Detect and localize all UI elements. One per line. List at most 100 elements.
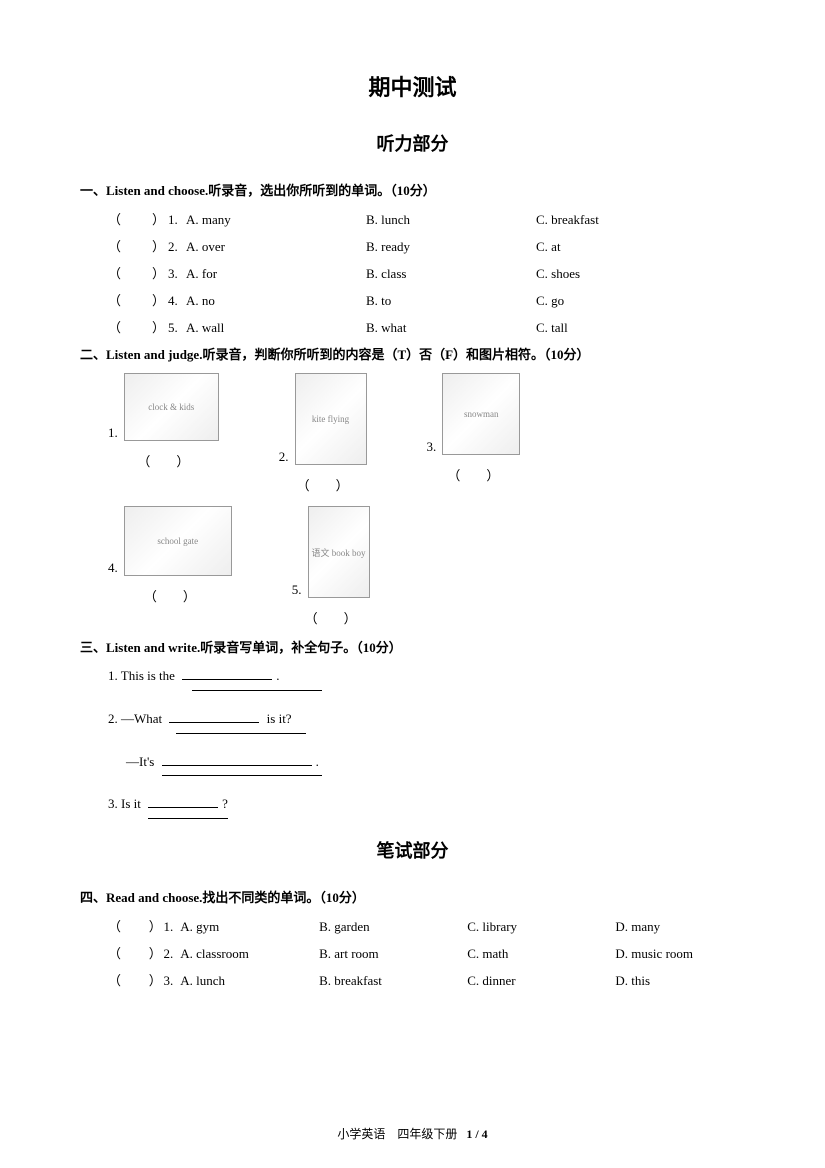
blank[interactable] xyxy=(169,709,259,723)
option-b: B. art room xyxy=(319,946,467,962)
option-a: A. for xyxy=(186,266,366,282)
paren-open: （ xyxy=(108,943,123,962)
section3-q3: 3. Is it ? xyxy=(108,794,745,819)
option-a: A. no xyxy=(186,293,366,309)
question-number: 3. xyxy=(164,973,181,989)
option-d: D. music room xyxy=(615,946,745,962)
illustration-placeholder: school gate xyxy=(124,506,232,576)
paren-close: ） xyxy=(152,263,168,282)
image-question: 5. 语文 book boy （ ） xyxy=(292,506,370,627)
choice-row: （ ）5.A. wallB. whatC. tall xyxy=(108,317,745,336)
option-a: A. lunch xyxy=(180,973,319,989)
option-c: C. math xyxy=(467,946,615,962)
option-a: A. wall xyxy=(186,320,366,336)
option-c: C. breakfast xyxy=(536,212,706,228)
choice-row: （）1.A. gymB. gardenC. libraryD. many xyxy=(108,916,745,935)
section4-block: （）1.A. gymB. gardenC. libraryD. many（）2.… xyxy=(108,916,745,989)
section2-row1: 1. clock & kids （ ） 2. kite flying （ ） 3. snowm… xyxy=(108,373,745,494)
q2b-pre: —It's xyxy=(126,754,158,769)
illustration-placeholder: snowman xyxy=(442,373,520,455)
option-b: B. ready xyxy=(366,239,536,255)
option-d: D. this xyxy=(615,973,745,989)
question-number: 1. xyxy=(164,919,181,935)
choice-row: （ ）2.A. overB. readyC. at xyxy=(108,236,745,255)
paren-close: ） xyxy=(152,290,168,309)
paren-close: ） xyxy=(152,209,168,228)
q2-post: is it? xyxy=(263,711,291,726)
q2b-post: . xyxy=(316,754,319,769)
paren-open: （ xyxy=(108,317,124,336)
choice-row: （）4.A. noB. toC. go xyxy=(108,290,745,309)
question-number: 2. xyxy=(279,449,289,465)
paren-open: （ xyxy=(108,236,124,255)
answer-paren[interactable]: （ ） xyxy=(447,465,499,484)
option-c: C. shoes xyxy=(536,266,706,282)
option-c: C. at xyxy=(536,239,706,255)
section3-q2: 2. —What is it? xyxy=(108,709,745,734)
option-c: C. go xyxy=(536,293,706,309)
question-number: 2. xyxy=(164,946,181,962)
paren-close: ） xyxy=(152,236,168,255)
answer-paren[interactable]: （ ） xyxy=(297,475,349,494)
blank-underline xyxy=(148,813,228,819)
main-title: 期中测试 xyxy=(80,70,745,102)
option-c: C. tall xyxy=(536,320,706,336)
question-number: 4. xyxy=(108,560,118,576)
page-footer: 小学英语 四年级下册 1 / 4 xyxy=(0,1125,825,1142)
image-question: 2. kite flying （ ） xyxy=(279,373,367,494)
choice-row: （ ）2.A. classroomB. art roomC. mathD. mus… xyxy=(108,943,745,962)
option-d: D. many xyxy=(615,919,745,935)
blank[interactable] xyxy=(182,666,272,680)
q1-pre: 1. This is the xyxy=(108,668,178,683)
answer-paren[interactable]: （ ） xyxy=(137,451,189,470)
section1-heading: 一、Listen and choose.听录音，选出你所听到的单词。（10分） xyxy=(80,180,745,199)
paren-close: ） xyxy=(149,943,164,962)
image-question: 3. snowman （ ） xyxy=(427,373,521,494)
option-b: B. what xyxy=(366,320,536,336)
option-b: B. lunch xyxy=(366,212,536,228)
section3-heading: 三、Listen and write.听录音写单词，补全句子。（10分） xyxy=(80,637,745,656)
paren-close: ） xyxy=(152,317,168,336)
listening-section-title: 听力部分 xyxy=(80,130,745,156)
choice-row: （）3.A. lunchB. breakfastC. dinnerD. this xyxy=(108,970,745,989)
section3-q1: 1. This is the . xyxy=(108,666,745,691)
question-number: 2. xyxy=(168,239,186,255)
question-number: 3. xyxy=(427,439,437,455)
option-a: A. classroom xyxy=(180,946,319,962)
paren-close: ） xyxy=(149,916,164,935)
blank[interactable] xyxy=(148,794,218,808)
question-number: 4. xyxy=(168,293,186,309)
blank[interactable] xyxy=(162,752,312,766)
question-number: 1. xyxy=(168,212,186,228)
footer-text: 小学英语 四年级下册 xyxy=(337,1127,457,1141)
section2-row2: 4.school gate（ ）5.语文 book boy（ ） xyxy=(108,506,745,627)
answer-paren[interactable]: （ ） xyxy=(305,608,357,627)
illustration-placeholder: kite flying xyxy=(295,373,367,465)
question-number: 5. xyxy=(292,582,302,598)
choice-row: （）1.A. manyB. lunchC. breakfast xyxy=(108,209,745,228)
paren-open: （ xyxy=(108,970,123,989)
option-c: C. library xyxy=(467,919,615,935)
section2-heading: 二、Listen and judge.听录音，判断你所听到的内容是（T）否（F）… xyxy=(80,344,745,363)
option-b: B. garden xyxy=(319,919,467,935)
option-a: A. many xyxy=(186,212,366,228)
question-number: 5. xyxy=(168,320,186,336)
blank-underline xyxy=(162,770,322,776)
option-b: B. class xyxy=(366,266,536,282)
footer-page: 1 / 4 xyxy=(466,1127,487,1141)
answer-paren[interactable]: （ ） xyxy=(144,586,196,605)
option-a: A. over xyxy=(186,239,366,255)
option-c: C. dinner xyxy=(467,973,615,989)
q1-post: . xyxy=(276,668,279,683)
blank-underline xyxy=(192,685,322,691)
option-b: B. breakfast xyxy=(319,973,467,989)
choice-row: （）3.A. forB. classC. shoes xyxy=(108,263,745,282)
section3-q2b: —It's . xyxy=(126,752,745,777)
question-number: 3. xyxy=(168,266,186,282)
illustration-placeholder: 语文 book boy xyxy=(308,506,370,598)
question-number: 1. xyxy=(108,425,118,441)
option-a: A. gym xyxy=(180,919,319,935)
illustration-placeholder: clock & kids xyxy=(124,373,219,441)
writing-section-title: 笔试部分 xyxy=(80,837,745,863)
q3-pre: 3. Is it xyxy=(108,796,144,811)
